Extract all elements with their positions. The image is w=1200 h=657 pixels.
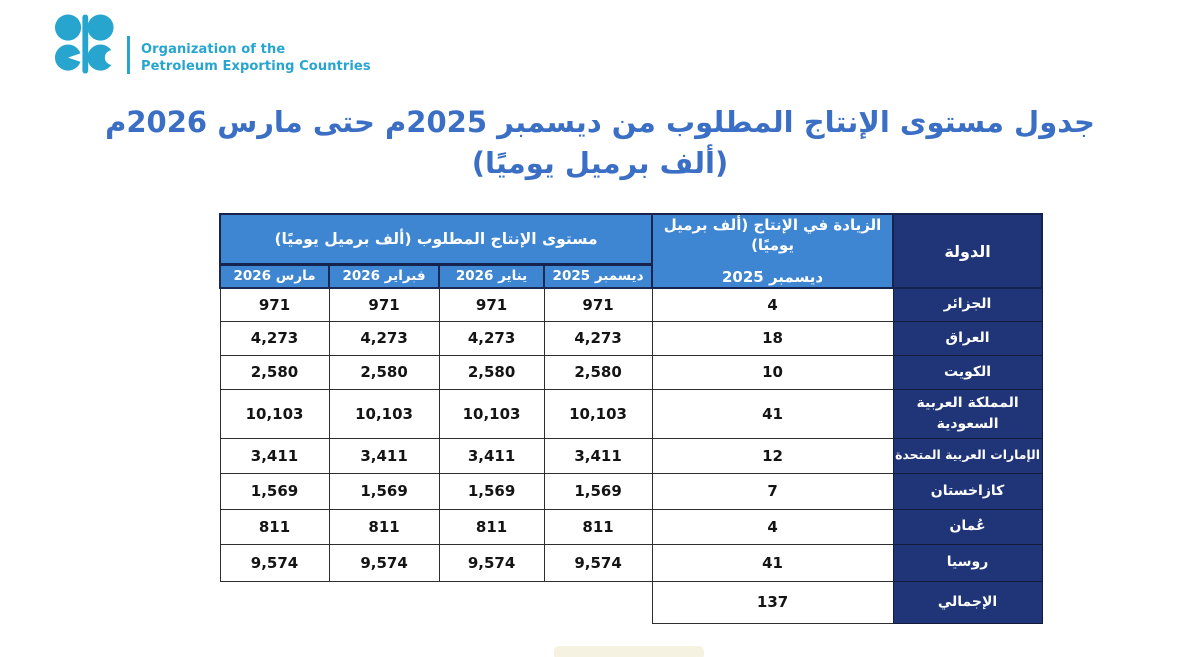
table-row-oman: عُمان 4 811 811 811 811 [219, 508, 1043, 545]
value-cell: 10,103 [219, 388, 330, 439]
table-row-russia: روسيا 41 9,574 9,574 9,574 9,574 [219, 543, 1043, 582]
opec-brand: Organization of the Petroleum Exporting … [54, 12, 371, 76]
value-cell: 2,580 [438, 354, 545, 390]
table-row-saudi-arabia: المملكة العربية السعودية 41 10,103 10,10… [219, 388, 1043, 439]
value-cell: 9,574 [328, 543, 440, 582]
increase-header-line2: ديسمبر 2025 [722, 268, 824, 286]
column-header-jan-2026: يناير 2026 [438, 262, 546, 289]
page-title-line1: جدول مستوى الإنتاج المطلوب من ديسمبر 202… [105, 105, 1095, 139]
value-cell: 1,569 [328, 472, 440, 510]
bottom-cropped-artifact [554, 646, 704, 657]
value-cell: 10,103 [328, 388, 440, 439]
org-name-line1: Organization of the [141, 42, 286, 57]
value-cell: 971 [328, 287, 440, 322]
value-cell: 811 [219, 508, 330, 545]
table-row-total: الإجمالي 137 [220, 580, 1043, 624]
value-cell: 4,273 [328, 320, 440, 356]
value-cell: 2,580 [219, 354, 330, 390]
value-cell: 811 [438, 508, 545, 545]
value-cell: 10,103 [438, 388, 545, 439]
increase-cell: 4 [651, 508, 894, 545]
column-header-increase: الزيادة في الإنتاج (ألف برميل يوميًا) دي… [651, 213, 895, 289]
country-cell: الكويت [892, 354, 1043, 390]
increase-cell: 7 [651, 472, 894, 510]
country-cell: المملكة العربية السعودية [892, 388, 1043, 439]
value-cell: 971 [219, 287, 330, 322]
opec-logo-icon [54, 14, 116, 74]
value-cell: 9,574 [543, 543, 653, 582]
page-title: جدول مستوى الإنتاج المطلوب من ديسمبر 202… [0, 102, 1200, 184]
value-cell: 3,411 [543, 437, 653, 474]
increase-cell-total: 137 [651, 580, 894, 624]
country-cell: العراق [892, 320, 1043, 356]
increase-cell: 18 [651, 320, 894, 356]
increase-cell: 10 [651, 354, 894, 390]
value-cell: 3,411 [438, 437, 545, 474]
org-name: Organization of the Petroleum Exporting … [141, 42, 371, 76]
value-cell: 971 [543, 287, 653, 322]
table-row-iraq: العراق 18 4,273 4,273 4,273 4,273 [219, 320, 1043, 356]
value-cell: 811 [543, 508, 653, 545]
production-table: الدولة الزيادة في الإنتاج (ألف برميل يوم… [218, 213, 1044, 624]
country-cell: كازاخستان [892, 472, 1043, 510]
value-cell: 9,574 [219, 543, 330, 582]
org-name-line2: Petroleum Exporting Countries [141, 58, 371, 74]
value-cell: 4,273 [219, 320, 330, 356]
column-header-dec-2025: ديسمبر 2025 [543, 262, 654, 289]
table-row-algeria: الجزائر 4 971 971 971 971 [219, 287, 1043, 322]
country-cell: الجزائر [892, 287, 1043, 322]
country-cell: عُمان [892, 508, 1043, 545]
value-cell: 9,574 [438, 543, 545, 582]
value-cell: 971 [438, 287, 545, 322]
value-cell: 4,273 [543, 320, 653, 356]
value-cell: 3,411 [328, 437, 440, 474]
increase-cell: 4 [651, 287, 894, 322]
brand-divider [127, 36, 130, 74]
value-cell: 1,569 [438, 472, 545, 510]
table-row-kuwait: الكويت 10 2,580 2,580 2,580 2,580 [219, 354, 1043, 390]
column-header-country: الدولة [892, 213, 1044, 289]
country-cell: روسيا [892, 543, 1043, 582]
table-row-uae: الإمارات العربية المتحدة 12 3,411 3,411 … [219, 437, 1043, 474]
column-header-feb-2026: فبراير 2026 [328, 262, 441, 289]
column-header-mar-2026: مارس 2026 [218, 262, 331, 289]
increase-cell: 41 [651, 543, 894, 582]
value-cell: 1,569 [543, 472, 653, 510]
value-cell: 4,273 [438, 320, 545, 356]
table-row-kazakhstan: كازاخستان 7 1,569 1,569 1,569 1,569 [219, 472, 1043, 510]
increase-cell: 12 [651, 437, 894, 474]
increase-header-line1: الزيادة في الإنتاج (ألف برميل يوميًا) [663, 216, 882, 254]
column-group-header-production: مستوى الإنتاج المطلوب (ألف برميل يوميًا) [218, 213, 654, 265]
value-cell: 10,103 [543, 388, 653, 439]
value-cell: 1,569 [219, 472, 330, 510]
page-title-line2: (ألف برميل يوميًا) [471, 146, 729, 180]
increase-cell: 41 [651, 388, 894, 439]
value-cell: 811 [328, 508, 440, 545]
country-cell-total: الإجمالي [892, 580, 1043, 624]
country-cell: الإمارات العربية المتحدة [892, 437, 1043, 474]
value-cell: 2,580 [328, 354, 440, 390]
value-cell: 3,411 [219, 437, 330, 474]
empty-cell [220, 581, 653, 623]
value-cell: 2,580 [543, 354, 653, 390]
